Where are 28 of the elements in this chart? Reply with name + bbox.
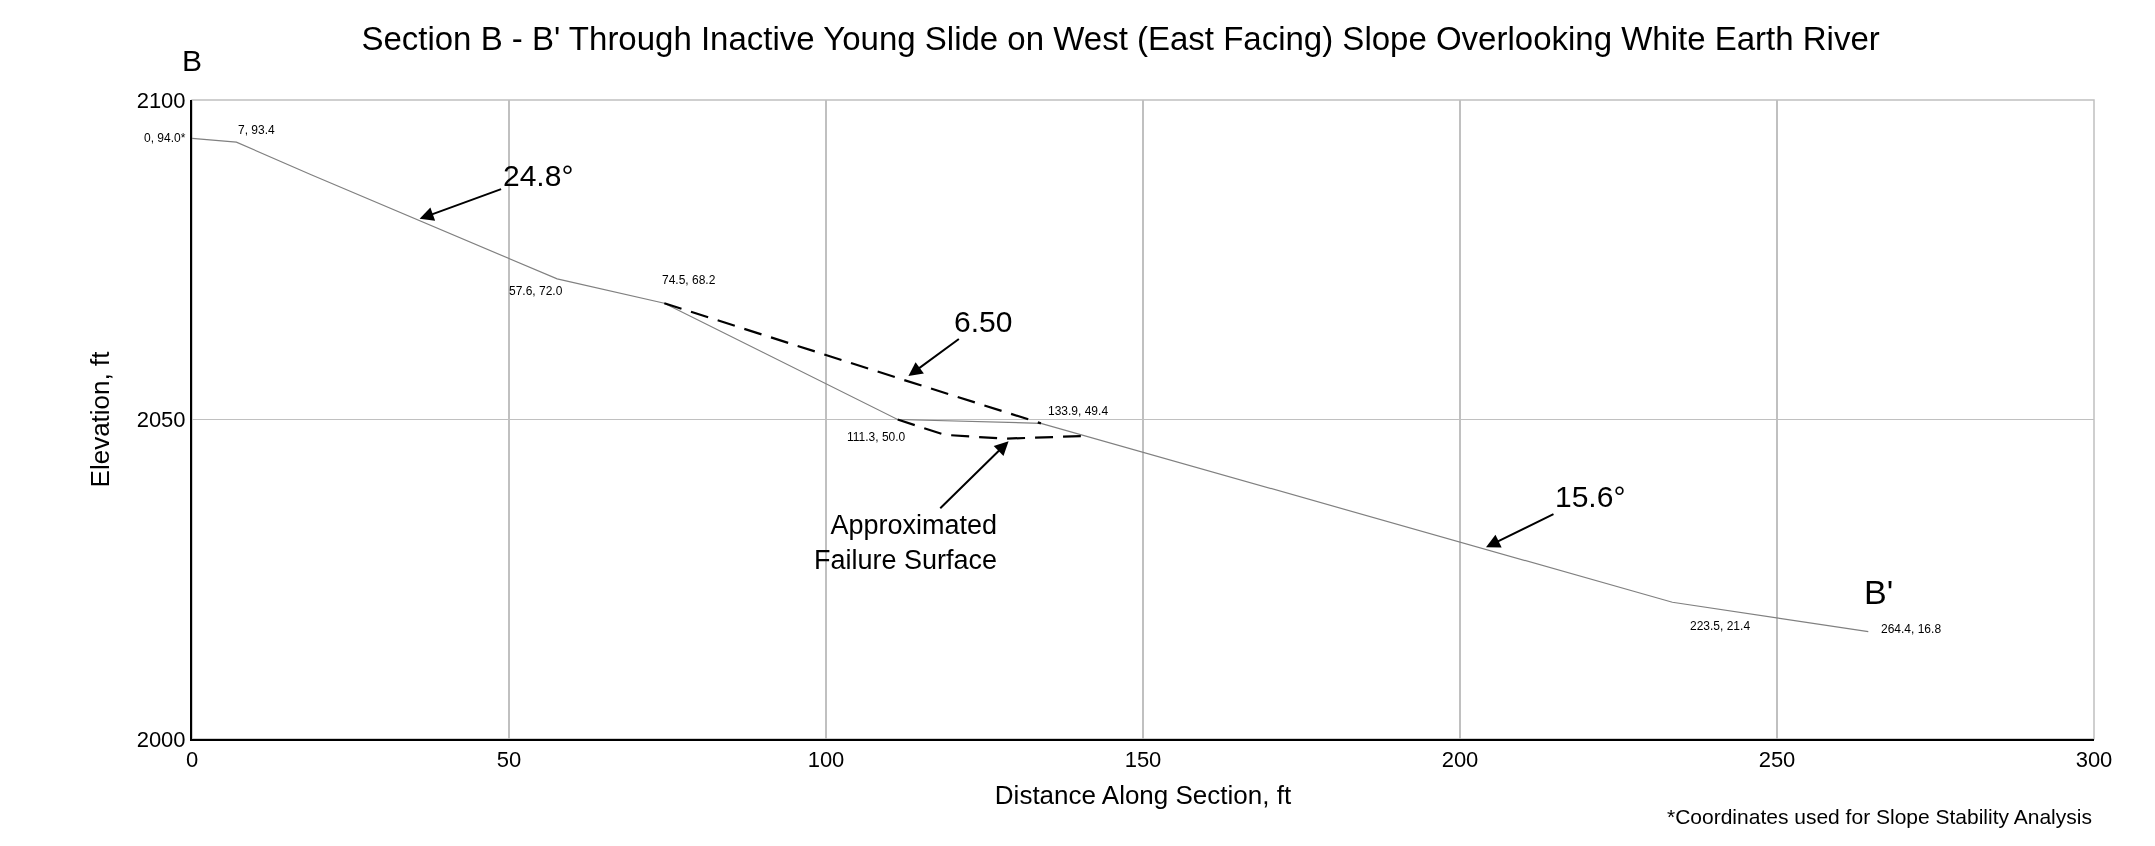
- x-tick-label: 50: [496, 747, 522, 773]
- y-tick-label: 2000: [136, 726, 186, 752]
- x-axis-title: Distance Along Section, ft: [994, 779, 1292, 810]
- annotation: 223.5, 21.4: [1690, 619, 1751, 633]
- annotation: 6.50: [954, 305, 1013, 338]
- y-tick-label: 2100: [136, 87, 186, 113]
- y-tick-label: 2050: [136, 407, 186, 433]
- chart-title: Section B - B' Through Inactive Young Slide on West (East Facing) Slope Overlooking White Earth River: [361, 19, 1880, 57]
- x-tick-label: 150: [1124, 747, 1162, 773]
- annotation: Approximated Failure Surface: [814, 510, 998, 576]
- annotation: 0, 94.0*: [144, 131, 186, 145]
- text: *Coordinates used for Slope Stability Analysis: [1667, 805, 2092, 828]
- x-tick-label: 200: [1441, 747, 1479, 773]
- annotation: 24.8°: [503, 159, 574, 192]
- x-tick-label: 0: [185, 747, 199, 773]
- annotation: B': [1864, 573, 1894, 611]
- x-tick-label: 300: [2075, 747, 2113, 773]
- annotation: 133.9, 49.4: [1048, 404, 1109, 418]
- x-tick-label: 250: [1758, 747, 1796, 773]
- annotation: B: [182, 44, 203, 77]
- annotation: 15.6°: [1555, 480, 1626, 513]
- x-tick-label: 100: [807, 747, 845, 773]
- annotation: 264.4, 16.8: [1881, 622, 1942, 636]
- y-axis-title: Elevation, ft: [84, 350, 115, 488]
- annotation: 111.3, 50.0: [847, 430, 906, 444]
- annotation: 57.6, 72.0: [509, 284, 563, 298]
- annotation: 74.5, 68.2: [662, 273, 716, 287]
- annotation: 7, 93.4: [238, 123, 276, 137]
